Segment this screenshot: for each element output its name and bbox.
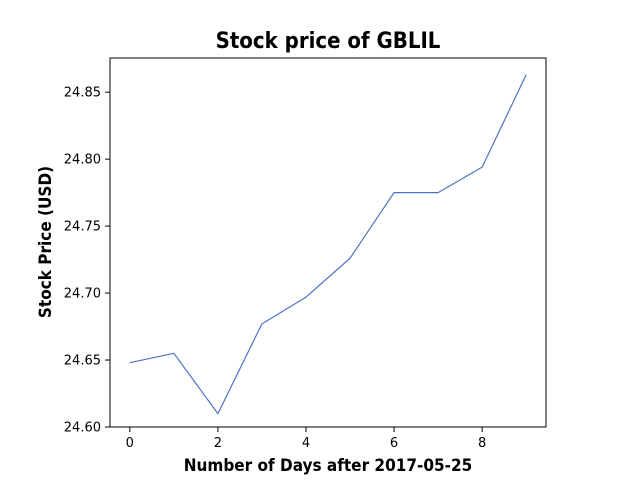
plot-area: 0 2 4 6 8 24.60 24.65 24.70 24.75 24.80 24.85 <box>64 57 547 451</box>
x-axis: 0 2 4 6 8 <box>126 427 486 451</box>
y-tick-label: 24.70 <box>64 287 101 302</box>
y-tick-label: 24.75 <box>64 220 101 235</box>
plot-frame <box>109 57 547 428</box>
y-axis-label: Stock Price (USD) <box>36 166 56 318</box>
y-tick-label: 24.65 <box>64 354 101 369</box>
x-tick-label: 4 <box>302 436 310 451</box>
chart-title: Stock price of GBLIL <box>216 29 441 54</box>
y-tick-label: 24.60 <box>64 421 101 436</box>
x-tick-label: 0 <box>126 436 134 451</box>
series-line <box>129 74 527 415</box>
y-tick-label: 24.80 <box>64 153 101 168</box>
y-axis: 24.60 24.65 24.70 24.75 24.80 24.85 <box>64 86 110 436</box>
x-tick-label: 8 <box>478 436 486 451</box>
y-tick-label: 24.85 <box>64 86 101 101</box>
x-axis-label: Number of Days after 2017-05-25 <box>184 456 473 476</box>
x-tick-label: 6 <box>390 436 398 451</box>
series-layer <box>129 74 527 415</box>
x-tick-label: 2 <box>214 436 222 451</box>
